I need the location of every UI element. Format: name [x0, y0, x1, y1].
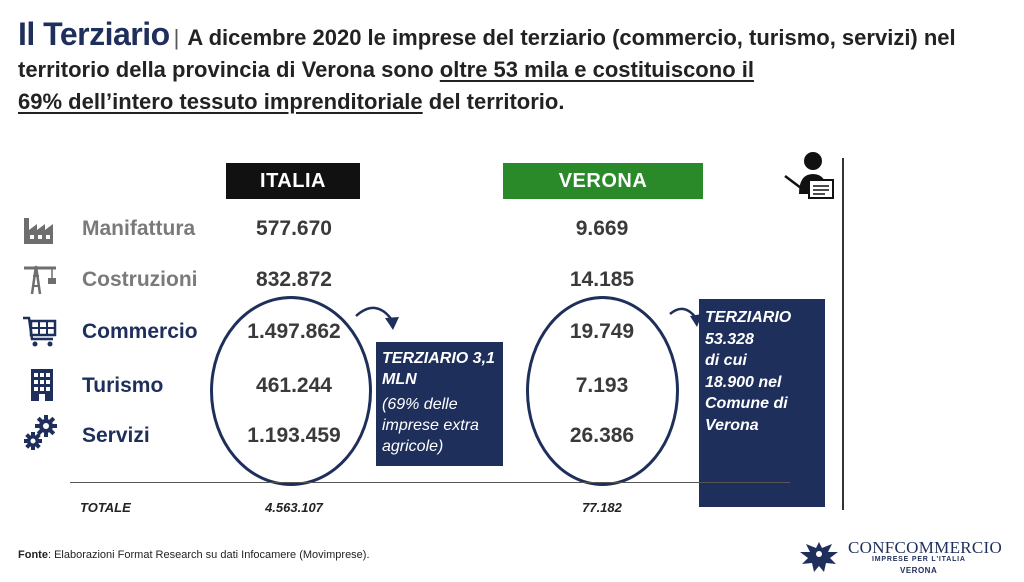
logo-city: VERONA [900, 566, 938, 575]
totals-label: TOTALE [80, 500, 131, 515]
verona-callout-line4: 18.900 nel [705, 373, 782, 391]
footnote-label: Fonte [18, 549, 48, 561]
vertical-divider [842, 158, 844, 510]
page-heading: Il Terziario | A dicembre 2020 le imprese … [18, 18, 998, 118]
totals-italia: 4.563.107 [265, 500, 323, 515]
verona-callout-line2: 53.328 [705, 330, 754, 348]
eagle-logo-icon [800, 542, 838, 572]
row-label-costruzioni: Costruzioni [82, 268, 198, 291]
column-header-verona: VERONA [503, 163, 703, 199]
italia-value-costruzioni: 832.872 [256, 268, 332, 291]
verona-callout-line5: Comune di [705, 395, 788, 412]
totals-verona: 77.182 [582, 500, 622, 515]
hotel-building-icon [31, 369, 53, 401]
title-separator: | [173, 25, 180, 50]
heading-text-1: A dicembre 2020 le imprese del terziario… [18, 25, 956, 82]
verona-callout-line1: TERZIARIO [705, 309, 792, 326]
column-header-italia: ITALIA [226, 163, 360, 199]
page-title: Il Terziario [18, 16, 170, 52]
footnote-text: : Elaborazioni Format Research su dati I… [47, 549, 370, 561]
row-label-turismo: Turismo [82, 374, 164, 397]
italia-terziario-callout: TERZIARIO 3,1 MLN (69% delle imprese ext… [376, 342, 503, 466]
heading-text-2: del territorio. [422, 89, 565, 114]
verona-callout-line3: di cui [705, 352, 747, 369]
verona-value-manifattura: 9.669 [575, 217, 629, 240]
italia-arrow-icon [355, 306, 399, 330]
verona-terziario-callout: TERZIARIO 53.328 di cui 18.900 nel Comun… [699, 299, 825, 507]
gears-icon [24, 415, 57, 450]
row-label-manifattura: Manifattura [82, 217, 196, 240]
verona-callout-line6: Verona [705, 416, 759, 434]
heading-underlined-2: 69% dell’intero tessuto imprenditoriale [18, 89, 423, 114]
crane-icon [24, 265, 56, 295]
factory-icon [24, 218, 53, 244]
verona-value-costruzioni: 14.185 [569, 268, 635, 291]
shopping-cart-icon [23, 316, 57, 347]
italia-callout-sub: (69% delle imprese extra agricole) [382, 396, 479, 455]
verona-terziario-circle [526, 296, 679, 486]
italia-callout-title: TERZIARIO 3,1 MLN [382, 350, 495, 388]
italia-value-manifattura: 577.670 [256, 217, 332, 240]
row-label-commercio: Commercio [82, 320, 198, 343]
logo-name: CONFCOMMERCIO [848, 538, 1003, 557]
heading-underlined-1: oltre 53 mila e costituiscono il [439, 57, 754, 82]
logo-tagline: IMPRESE PER L'ITALIA [872, 556, 966, 563]
source-footnote: Fonte: Elaborazioni Format Research su d… [18, 549, 370, 561]
italia-terziario-circle [210, 296, 372, 486]
totals-divider [70, 482, 790, 483]
presenter-icon [784, 152, 834, 199]
row-label-servizi: Servizi [82, 424, 150, 447]
